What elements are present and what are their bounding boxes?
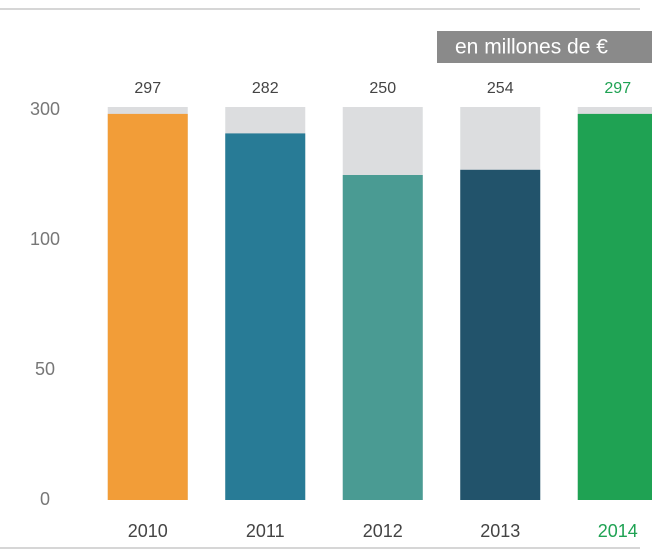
value-label: 282 [252, 80, 279, 97]
unit-box [437, 31, 652, 63]
y-tick-label: 100 [30, 229, 60, 249]
value-label: 297 [604, 80, 631, 97]
x-tick-label: 2010 [128, 521, 168, 541]
bar [460, 169, 541, 501]
y-tick-label: 50 [35, 359, 55, 379]
bar [107, 113, 188, 501]
value-label: 250 [369, 80, 396, 97]
value-label: 297 [134, 80, 161, 97]
chart-subtitle: en millones de € [455, 36, 608, 59]
x-tick-label: 2014 [598, 521, 638, 541]
bar [342, 175, 423, 500]
value-label: 254 [487, 80, 514, 97]
x-tick-label: 2011 [246, 521, 285, 541]
x-tick-label: 2012 [363, 521, 403, 541]
bar [577, 113, 652, 501]
bar [225, 133, 306, 500]
y-tick-label: 0 [40, 489, 50, 509]
y-tick-label: 300 [30, 99, 60, 119]
x-tick-label: 2013 [480, 521, 520, 541]
